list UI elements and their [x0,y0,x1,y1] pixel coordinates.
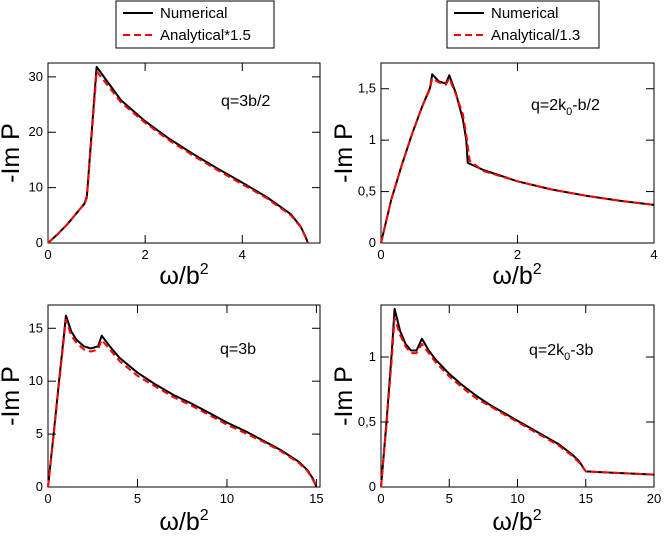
legend-left-analytical-label: Analytical*1.5 [160,27,251,44]
legend-right: Numerical Analytical/1.3 [446,0,600,49]
y-tick-label: 0 [369,235,376,250]
y-tick-label: 10 [29,180,43,195]
panel-bottom-right: 0 5 10 15 20 0 0,5 1 -Im P ω/b2 q=2k0-3b [330,304,661,536]
y-axis-label: -Im P [330,366,358,426]
numerical-series-line [47,314,318,488]
analytical-series-line [380,77,655,244]
panel-top-left: 0 2 4 0 10 20 30 -Im P ω/b2 q=3b/2 [0,62,321,290]
y-tick-label: 10 [29,373,43,388]
x-axis-label: ω/b2 [492,261,541,290]
x-tick-label: 15 [579,491,593,506]
legend-right-box [446,0,600,49]
x-axis-label: ω/b2 [492,507,541,536]
y-tick-label: 5 [36,426,43,441]
y-tick-label: 1,5 [358,81,376,96]
plot-frame [380,62,655,244]
x-tick-label: 10 [220,491,234,506]
analytical-series-line [380,317,655,488]
x-tick-label: 5 [446,491,453,506]
analytical-series-line [47,318,318,488]
panel-annotation: q=2k0-3b [529,342,593,363]
series-group [47,314,318,488]
y-axis-label: -Im P [0,366,25,426]
tick-marks [47,305,320,488]
series-group [380,73,655,244]
y-tick-label: 1 [369,132,376,147]
series-group [380,307,655,488]
x-tick-label: 10 [510,491,524,506]
tick-labels: 0 2 4 0 10 20 30 [29,69,246,262]
legend-left: Numerical Analytical*1.5 [115,0,275,49]
x-tick-label: 4 [239,247,246,262]
x-tick-label: 0 [44,247,51,262]
y-axis-label: -Im P [330,123,358,183]
plot-frame [47,304,321,488]
tick-labels: 0 2 4 0 0,5 1 1,5 [358,81,658,262]
y-tick-label: 0,5 [358,184,376,199]
analytical-series-line [47,70,309,244]
legend-left-numerical-label: Numerical [160,5,228,22]
x-tick-label: 0 [44,491,51,506]
plot-frame [380,304,655,488]
y-tick-label: 0 [36,235,43,250]
x-axis-label: ω/b2 [159,261,208,290]
y-tick-label: 20 [29,124,43,139]
tick-marks [380,63,655,244]
tick-labels: 0 5 10 15 20 0 0,5 1 [358,349,661,506]
panel-top-right: 0 2 4 0 0,5 1 1,5 -Im P ω/b2 q=2k0-b/2 [330,62,658,290]
x-tick-label: 0 [377,247,384,262]
panel-annotation: q=3b [220,341,256,358]
panel-annotation: q=2k0-b/2 [531,97,600,118]
y-tick-label: 30 [29,69,43,84]
x-tick-label: 4 [650,247,657,262]
x-tick-label: 2 [142,247,149,262]
panel-bottom-left: 0 5 10 15 0 5 10 15 -Im P ω/b2 q=3b [0,304,324,536]
tick-marks [380,305,655,488]
y-axis-label: -Im P [0,123,25,183]
y-tick-label: 0,5 [358,414,376,429]
x-tick-label: 5 [134,491,141,506]
legend-right-numerical-label: Numerical [491,5,559,22]
x-tick-label: 20 [647,491,661,506]
x-tick-label: 0 [377,491,384,506]
x-axis-label: ω/b2 [159,507,208,536]
numerical-series-line [380,73,655,244]
y-tick-label: 1 [369,349,376,364]
legend-right-analytical-label: Analytical/1.3 [491,27,580,44]
y-tick-label: 0 [36,479,43,494]
y-tick-label: 15 [29,320,43,335]
y-tick-label: 0 [369,479,376,494]
numerical-series-line [380,307,655,488]
tick-labels: 0 5 10 15 0 5 10 15 [29,320,324,506]
panel-annotation: q=3b/2 [221,93,270,110]
x-tick-label: 15 [309,491,323,506]
plot-frame [47,62,321,244]
series-group [47,65,309,244]
x-tick-label: 2 [514,247,521,262]
tick-marks [47,63,320,244]
legend-left-box [115,0,275,49]
